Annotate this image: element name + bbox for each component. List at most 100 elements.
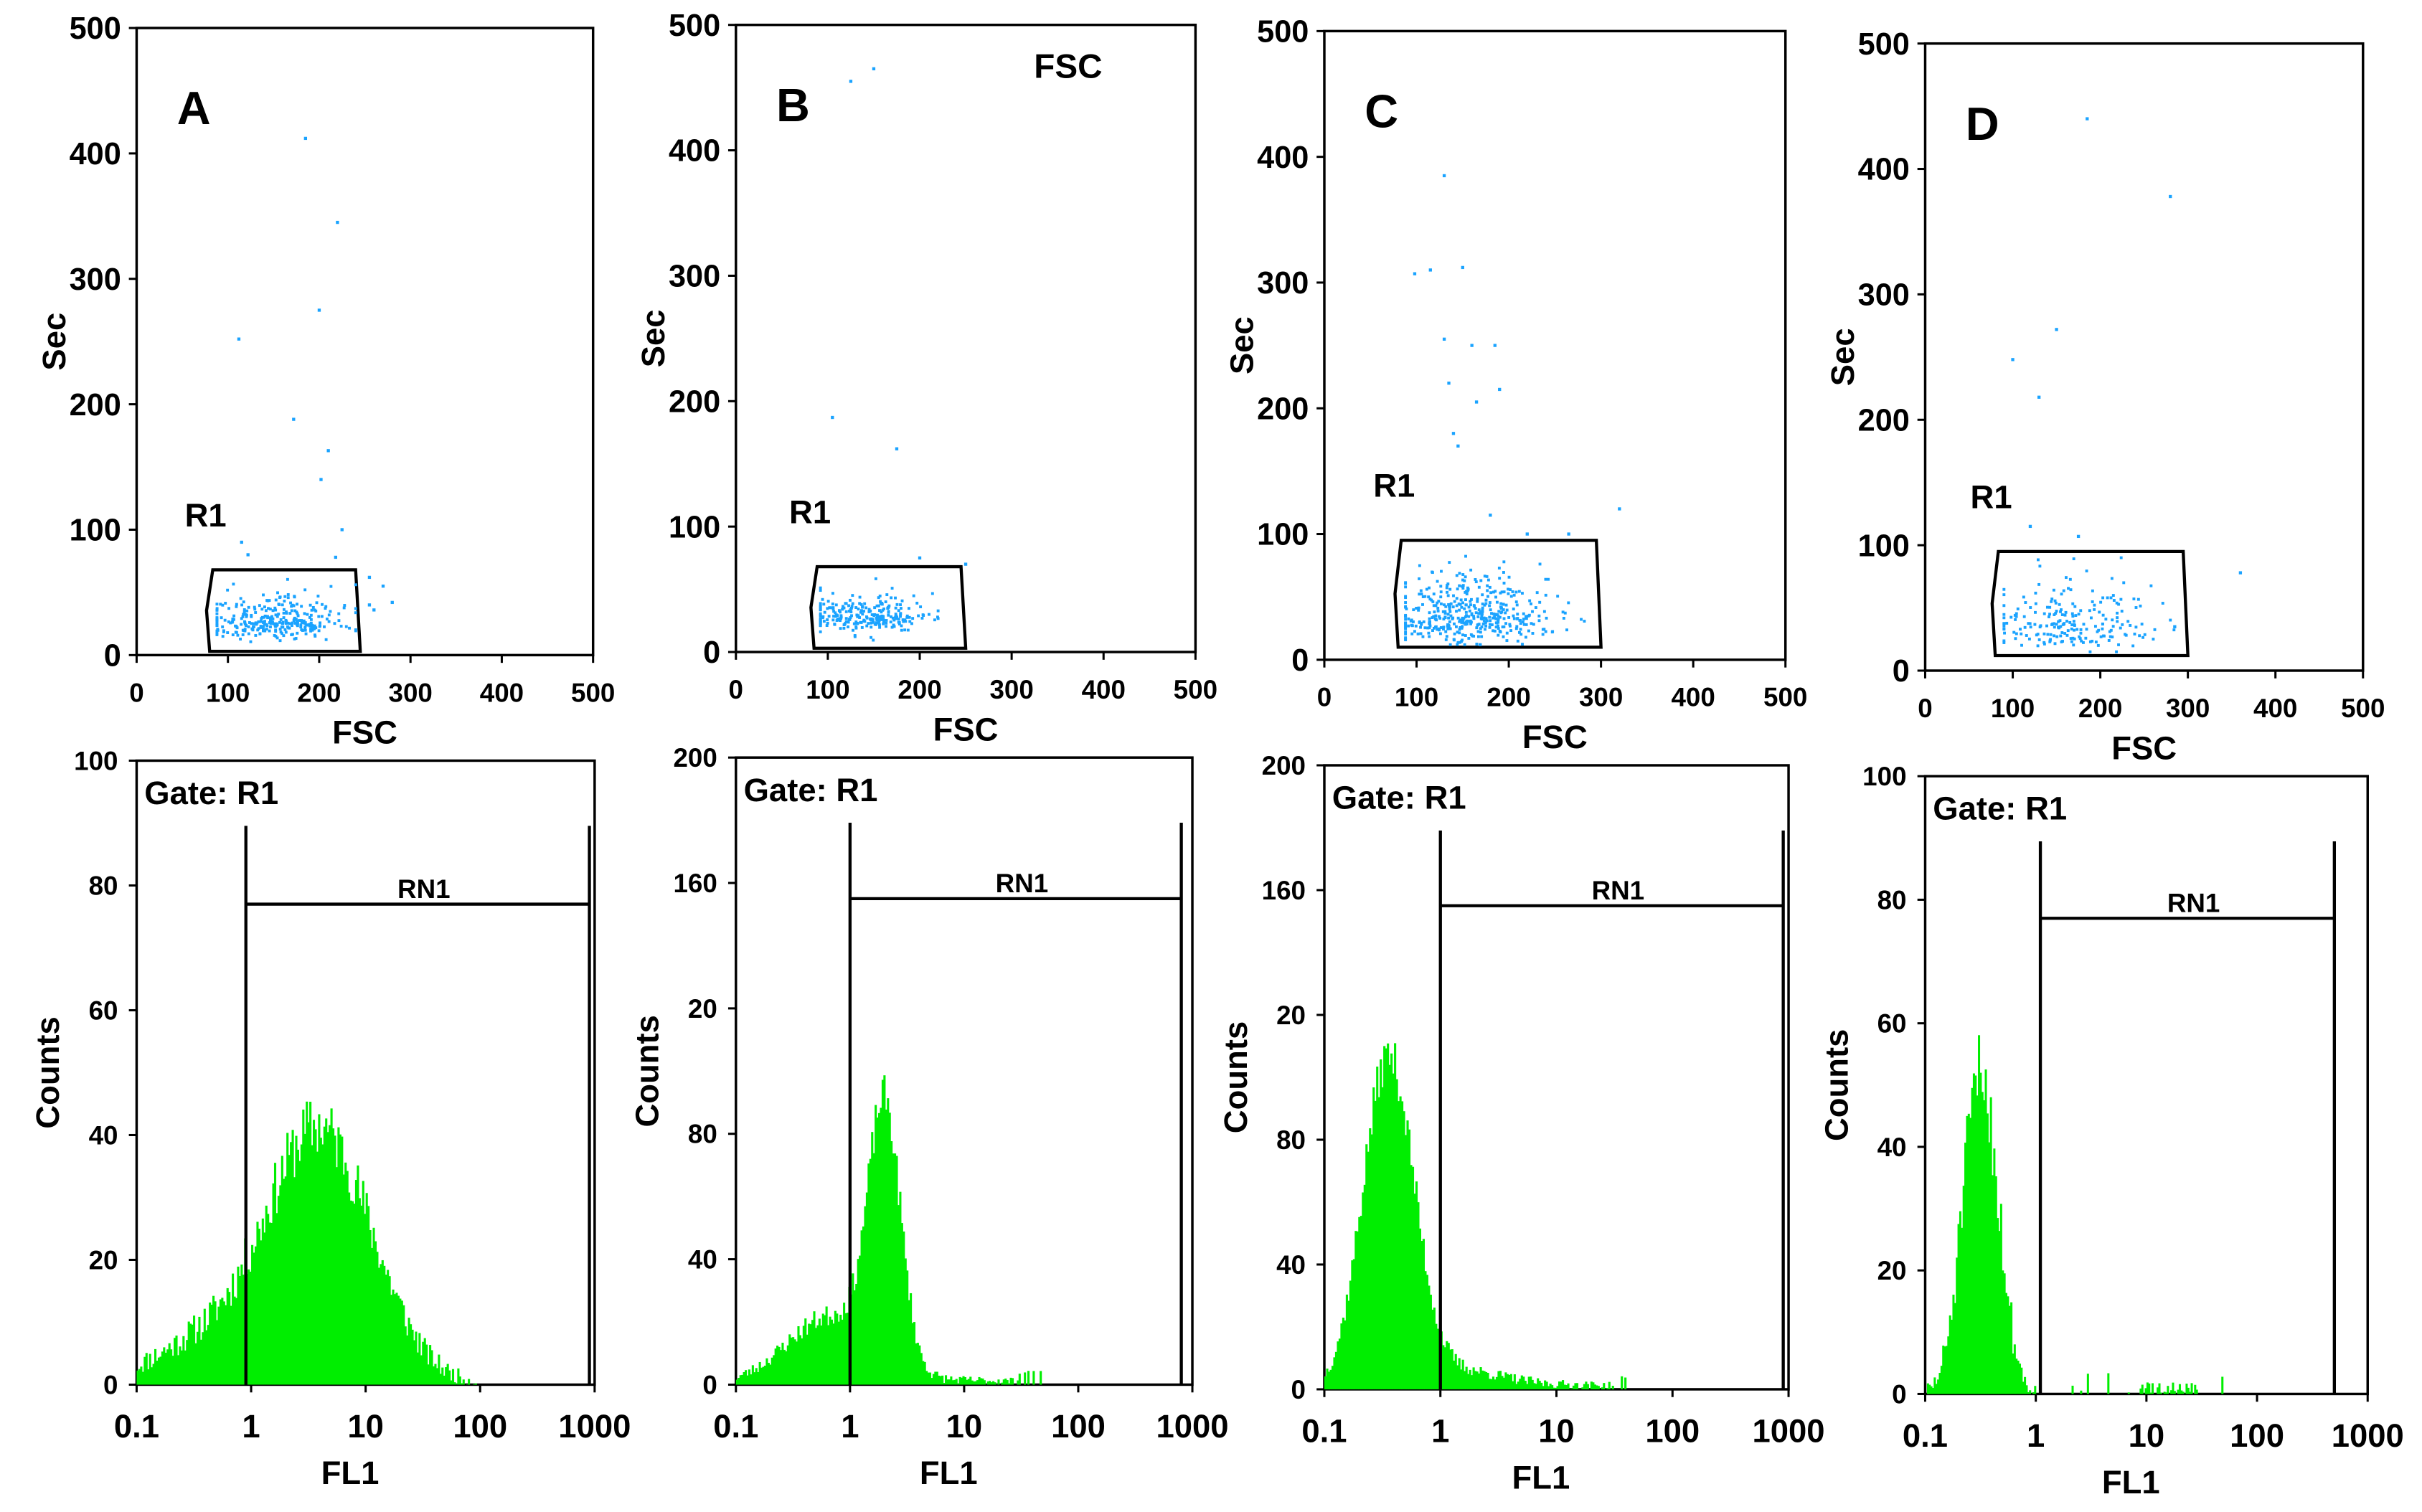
- panel-7-histogram-bar: [1497, 1371, 1500, 1389]
- panel-2-event-dot: [875, 604, 879, 608]
- panel-6-histogram-bar: [958, 1376, 961, 1385]
- panel-2-letter: B: [776, 79, 810, 131]
- panel-7-histogram-bar: [1443, 1347, 1446, 1389]
- panel-3-event-dot: [1419, 625, 1422, 629]
- panel-1-event-dot: [236, 633, 240, 637]
- panel-7-x-tick-label: 0.1: [1301, 1413, 1347, 1450]
- panel-3-event-dot: [1443, 610, 1447, 613]
- panel-3-event-dot: [1442, 618, 1446, 620]
- panel-4-event-dot: [2111, 594, 2115, 597]
- panel-5-histogram-bar: [337, 1127, 340, 1385]
- panel-3-event-dot: [1464, 634, 1467, 637]
- panel-8-histogram-bar: [1962, 1186, 1965, 1394]
- panel-5-histogram-bar: [303, 1133, 306, 1385]
- panel-1-event-dot: [284, 618, 288, 622]
- panel-6-histogram-bar: [913, 1322, 916, 1385]
- panel-7-histogram-bar: [1465, 1366, 1468, 1389]
- panel-6-histogram-bar: [864, 1206, 867, 1385]
- panel-3-event-dot: [1502, 635, 1505, 638]
- panel-3-event-dot: [1407, 624, 1410, 628]
- panel-7-histogram-bar: [1354, 1231, 1357, 1389]
- panel-1-event-dot: [259, 625, 263, 628]
- panel-6-histogram-bar: [981, 1378, 984, 1385]
- panel-4-event-dot: [2115, 650, 2118, 653]
- panel-1-event-dot: [251, 628, 255, 632]
- panel-4-gate-label: R1: [1971, 478, 2012, 515]
- panel-2-y-tick-label: 0: [703, 635, 720, 670]
- panel-5-histogram-bar: [141, 1371, 144, 1385]
- panel-3-event-dot: [1419, 589, 1423, 592]
- panel-2-event-dot: [933, 618, 936, 622]
- panel-5-y-tick-label: 100: [74, 746, 118, 775]
- panel-3-event-dot: [1472, 634, 1476, 638]
- panel-5-histogram-bar: [318, 1114, 321, 1385]
- panel-1-event-dot: [313, 608, 316, 612]
- panel-7-histogram-bar: [1469, 1369, 1471, 1389]
- panel-1-event-dot: [215, 608, 219, 612]
- panel-7-histogram-bar: [1461, 1359, 1464, 1389]
- panel-4-event-dot: [2005, 621, 2009, 625]
- panel-1-event-dot: [309, 623, 313, 626]
- panel-2-x-tick-label: 300: [989, 675, 1033, 704]
- panel-2-event-dot: [835, 619, 839, 622]
- panel-2-event-dot: [879, 615, 882, 618]
- panel-5-x-tick-label: 1: [242, 1408, 260, 1445]
- panel-4-event-dot: [2088, 609, 2091, 613]
- panel-6-histogram-bar: [778, 1346, 781, 1385]
- panel-6-histogram-bar: [983, 1380, 986, 1385]
- panel-1-event-dot: [275, 615, 279, 618]
- panel-6-histogram-bar: [760, 1367, 763, 1385]
- panel-7-histogram-bar: [1563, 1384, 1566, 1389]
- panel-8-histogram-bar: [1992, 1175, 1994, 1394]
- panel-1-event-dot: [274, 598, 278, 602]
- panel-8-histogram-bar: [2029, 1390, 2032, 1394]
- panel-3-event-dot: [1405, 607, 1408, 610]
- panel-7-y-tick-label: 200: [1262, 751, 1306, 780]
- panel-4-event-dot: [2091, 639, 2094, 643]
- panel-1-event-dot: [260, 620, 263, 623]
- panel-4-event-dot: [2104, 618, 2108, 621]
- panel-2-event-dot: [842, 623, 846, 626]
- panel-2-event-dot: [880, 618, 883, 621]
- panel-2-event-dot: [881, 608, 885, 612]
- panel-1-event-dot: [324, 607, 327, 610]
- panel-3-event-dot: [1532, 623, 1535, 626]
- panel-5-histogram-bar: [272, 1183, 275, 1385]
- panel-1-event-dot: [248, 621, 251, 624]
- panel-1-event-dot: [302, 619, 306, 623]
- panel-2-event-dot: [858, 595, 862, 599]
- panel-3-outlier-dot: [1474, 400, 1479, 404]
- panel-1-event-dot: [283, 595, 287, 598]
- panel-3-outlier-dot: [1456, 444, 1460, 448]
- panel-3-event-dot: [1443, 603, 1446, 607]
- panel-3-event-dot: [1476, 597, 1479, 600]
- panel-3-event-dot: [1530, 602, 1532, 605]
- panel-2-event-dot: [895, 614, 898, 618]
- panel-5-y-tick-label: 80: [89, 871, 118, 900]
- panel-7-histogram-bar: [1535, 1384, 1537, 1389]
- panel-5-histogram-bar: [176, 1355, 180, 1385]
- panel-2-event-dot: [880, 610, 883, 614]
- panel-6-x-tick-label: 10: [946, 1408, 983, 1445]
- panel-2-event-dot: [911, 617, 915, 620]
- panel-7-histogram-bar: [1460, 1369, 1463, 1389]
- panel-7-y-tick-label: 0: [1291, 1375, 1306, 1404]
- panel-5-histogram-bar: [186, 1340, 189, 1385]
- panel-3-outlier-dot: [1493, 344, 1497, 347]
- panel-4-event-dot: [2134, 606, 2138, 609]
- panel-5-histogram-bar: [238, 1275, 241, 1385]
- panel-4-event-dot: [2094, 641, 2098, 643]
- panel-3-event-dot: [1499, 630, 1502, 634]
- panel-3-event-dot: [1502, 608, 1505, 611]
- panel-8-histogram-bar: [2178, 1384, 2181, 1394]
- panel-3-event-dot: [1492, 590, 1495, 594]
- panel-3-event-dot: [1480, 625, 1484, 628]
- panel-6-histogram-bar: [785, 1351, 788, 1385]
- panel-7-histogram-bar: [1390, 1053, 1393, 1389]
- panel-3-event-dot: [1404, 595, 1408, 598]
- panel-2-event-dot: [832, 615, 835, 618]
- panel-3-event-dot: [1477, 608, 1481, 612]
- panel-2-event-dot: [899, 615, 902, 618]
- panel-3-event-dot: [1489, 619, 1492, 623]
